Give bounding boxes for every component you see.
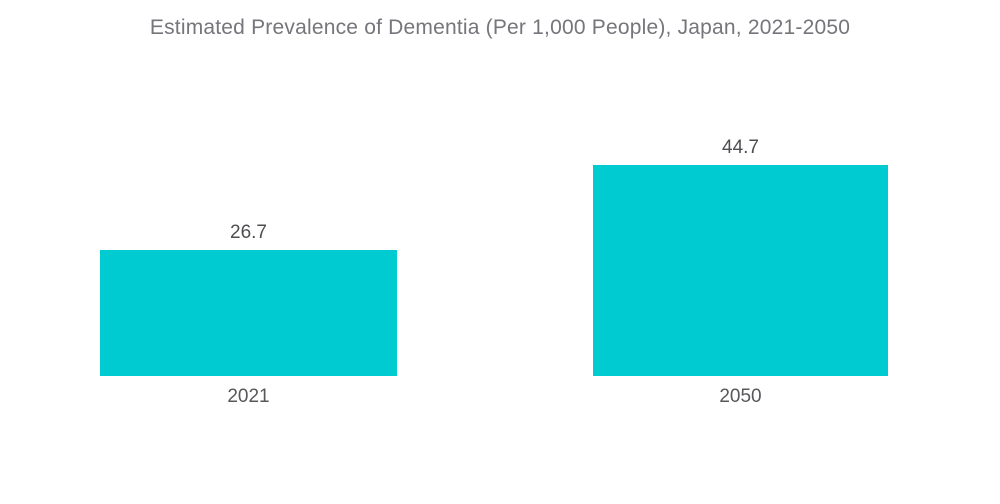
chart-title: Estimated Prevalence of Dementia (Per 1,… — [149, 16, 851, 39]
bar-2021[interactable] — [100, 250, 397, 376]
value-label-2050: 44.7 — [722, 137, 759, 158]
category-label-2021: 2021 — [227, 386, 270, 407]
value-label-2021: 26.7 — [230, 222, 267, 243]
bar-2050[interactable] — [593, 165, 888, 376]
category-label-2050: 2050 — [719, 386, 762, 407]
